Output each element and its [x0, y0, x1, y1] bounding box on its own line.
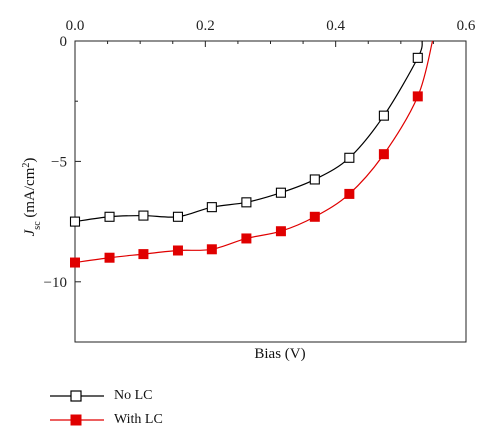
x-tick-label: 0.2	[196, 18, 215, 34]
x-tick-label: 0.6	[457, 18, 476, 34]
data-point	[172, 211, 184, 222]
legend-label-no-lc: No LC	[114, 388, 153, 403]
data-point	[241, 197, 252, 208]
data-point	[412, 52, 423, 63]
x-tick-label: 0.0	[66, 18, 85, 34]
plot-border	[74, 40, 467, 343]
data-point	[378, 110, 389, 121]
plot-frame	[74, 40, 467, 343]
data-point	[69, 216, 81, 227]
series-line	[74, 40, 423, 223]
series-0	[69, 40, 423, 227]
data-point	[138, 210, 149, 221]
data-point	[309, 211, 320, 222]
y-tick-label: −5	[51, 154, 67, 170]
data-point	[138, 249, 149, 260]
x-tick-label: 0.4	[326, 18, 345, 34]
data-point	[104, 211, 115, 222]
y-tick-label: −10	[44, 275, 67, 291]
legend: No LC With LC	[48, 384, 163, 432]
jsc-bias-chart: 0.0 0.2 0.4 0.6 0 −5 −10 Bias (V) Jsc (mA/cm2)	[21, 18, 476, 362]
data-point	[241, 233, 252, 244]
data-point	[309, 174, 320, 185]
legend-label-with-lc: With LC	[114, 412, 163, 427]
data-point	[344, 152, 355, 163]
legend-item-no-lc: No LC	[48, 384, 163, 408]
data-point	[412, 91, 423, 102]
data-point	[70, 257, 80, 268]
y-axis-title-sub: sc	[32, 221, 43, 230]
series-layer	[69, 40, 434, 268]
data-point	[344, 188, 355, 199]
y-axis-title-unit-sup: 2	[21, 163, 32, 168]
data-point	[206, 244, 217, 255]
data-point	[172, 245, 183, 256]
y-axis-title: Jsc (mA/cm2)	[21, 158, 43, 237]
data-point	[104, 252, 115, 263]
legend-item-with-lc: With LC	[48, 408, 163, 432]
data-point	[275, 226, 286, 237]
y-axis-title-main: J	[22, 228, 38, 236]
series-1	[70, 40, 434, 268]
legend-open-square-icon	[50, 390, 104, 402]
data-point	[275, 187, 286, 198]
y-tick-label: 0	[60, 34, 68, 50]
legend-filled-square-icon	[50, 414, 104, 426]
y-axis-title-unit-end: )	[22, 158, 38, 163]
data-point	[206, 202, 217, 213]
axis-ticks: 0.0 0.2 0.4 0.6 0 −5 −10	[44, 18, 476, 343]
y-axis-title-unit: (mA/cm	[22, 167, 38, 221]
x-axis-title: Bias (V)	[254, 346, 305, 362]
data-point	[378, 149, 389, 160]
